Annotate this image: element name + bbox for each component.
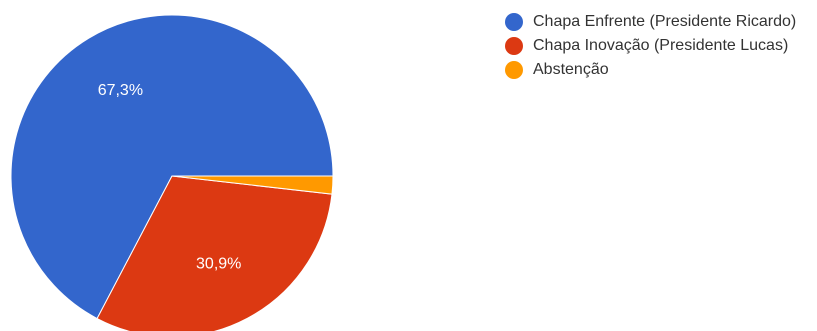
pie-slice-chapa-enfrente-presidente-ricardo[interactable] (10, 14, 334, 320)
slice-value-label: 30,9% (196, 255, 241, 272)
legend-swatch-icon (505, 37, 523, 55)
pie-plot-area: 67,3% 30,9% (10, 14, 334, 331)
slice-value-label: 67,3% (98, 82, 143, 99)
legend-item-chapa-inovacao[interactable]: Chapa Inovação (Presidente Lucas) (505, 34, 815, 58)
legend-item-chapa-enfrente[interactable]: Chapa Enfrente (Presidente Ricardo) (505, 10, 815, 34)
legend-swatch-icon (505, 61, 523, 79)
legend-label: Chapa Inovação (Presidente Lucas) (533, 37, 789, 54)
legend-label: Abstenção (533, 61, 609, 78)
pie-slice-abstencao[interactable] (171, 175, 334, 195)
pie-slice-chapa-inovacao-presidente-lucas[interactable] (96, 175, 333, 331)
legend-swatch-icon (505, 13, 523, 31)
chart-legend: Chapa Enfrente (Presidente Ricardo) Chap… (505, 10, 815, 82)
legend-label: Chapa Enfrente (Presidente Ricardo) (533, 13, 797, 30)
legend-item-abstencao[interactable]: Abstenção (505, 58, 815, 82)
